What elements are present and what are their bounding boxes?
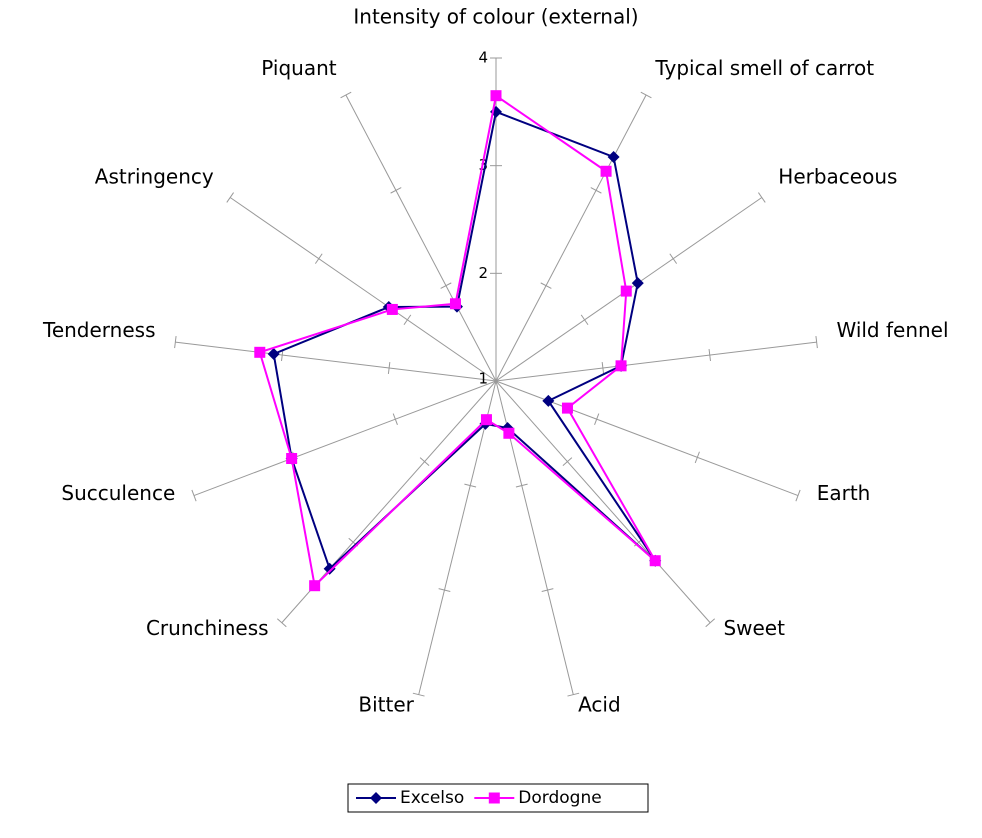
marker [267,348,280,361]
axis-label: Crunchiness [146,616,269,640]
axis-label: Piquant [261,56,336,80]
marker [615,360,627,372]
axis-label: Intensity of colour (external) [353,5,638,29]
spoke [193,380,497,497]
marker [620,285,632,297]
axis-label: Acid [578,693,621,717]
spoke-cap [340,91,352,99]
tick-mark [438,588,451,592]
spoke [345,94,497,382]
spoke [495,380,799,497]
legend-label: Excelso [400,788,464,808]
spoke [495,341,817,382]
legend-marker [370,792,382,804]
axis-label: Tenderness [42,318,156,342]
spoke-cap [276,618,287,628]
marker [386,303,398,315]
marker [542,394,555,407]
spoke-cap [795,489,801,502]
tick-mark [392,413,398,425]
marker [561,402,573,414]
spoke-cap [191,489,197,502]
marker [309,580,321,592]
marker [607,150,620,163]
tick-mark [403,314,412,326]
axis-label: Astringency [95,165,214,189]
tick-mark [419,457,430,466]
tick-label: 1 [478,370,488,388]
marker [480,414,492,426]
tick-mark [601,362,605,375]
tick-mark [580,314,589,326]
legend-label: Dordogne [518,788,601,808]
spoke [175,341,497,382]
axis-label: Wild fennel [836,318,948,342]
marker [323,562,336,575]
marker [490,90,502,102]
spoke-cap [567,692,580,697]
axis-label: Sweet [723,616,785,640]
marker [631,277,644,290]
marker [449,298,461,310]
axis-label: Typical smell of carrot [654,56,874,80]
tick-mark [594,413,600,425]
tick-mark [390,187,402,194]
tick-mark [669,253,678,264]
spoke [495,94,647,382]
tick-mark [590,187,602,194]
axis-label: Bitter [358,693,414,717]
spoke [495,380,711,624]
tick-label: 2 [478,264,488,282]
marker [600,165,612,177]
axis-label: Succulence [61,481,175,505]
tick-mark [387,362,391,375]
marker [503,427,515,439]
spoke-cap [226,192,234,203]
tick-mark [515,483,528,488]
marker [254,346,266,358]
axis-label: Herbaceous [778,165,897,189]
series-line [258,93,657,588]
tick-mark [314,253,323,264]
tick-mark [540,282,552,289]
tick-mark [708,349,711,362]
marker [649,555,661,567]
spoke-cap [174,336,177,349]
spoke-cap [705,618,716,628]
tick-label: 4 [478,49,488,67]
legend-marker [488,792,500,804]
tick-mark [562,457,573,466]
tick-mark [694,451,700,464]
tick-mark [440,282,452,289]
marker [286,453,298,465]
spoke-cap [758,192,766,203]
spoke [229,197,497,382]
tick-mark [464,483,477,488]
spoke-cap [412,692,425,697]
spoke-cap [640,91,652,99]
axis-label: Earth [817,481,871,505]
tick-mark [541,588,554,592]
series-line [272,110,657,571]
spoke [418,380,497,695]
spoke-cap [815,336,818,349]
